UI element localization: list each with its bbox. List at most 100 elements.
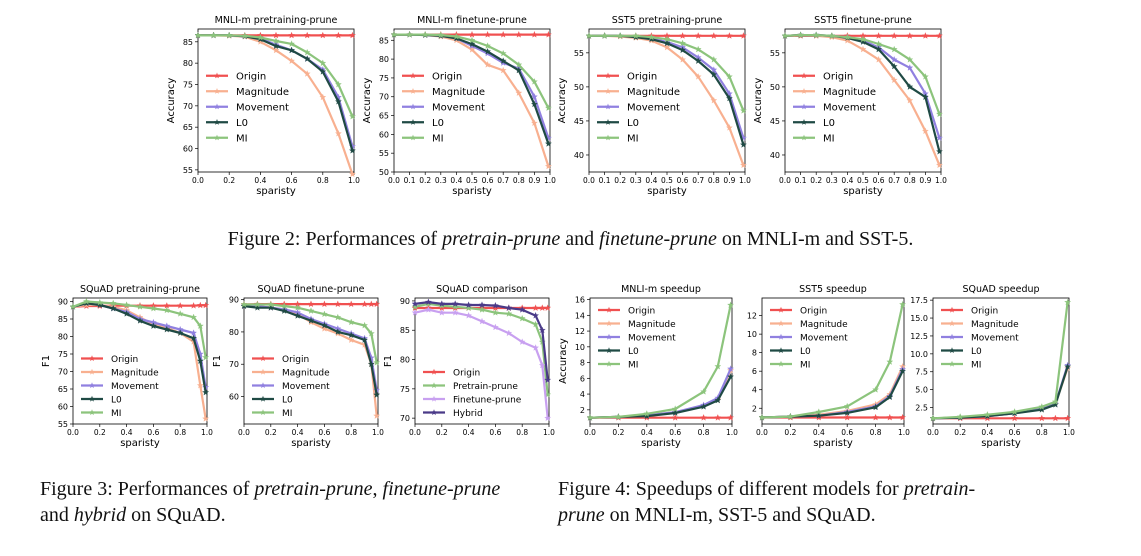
data-point bbox=[727, 414, 734, 421]
data-point bbox=[727, 373, 734, 380]
chart-title: SST5 finetune-prune bbox=[814, 15, 912, 26]
y-tick-label: 60 bbox=[379, 130, 389, 139]
x-tick-label: 0.8 bbox=[345, 428, 357, 437]
legend-entry: Movement bbox=[793, 102, 876, 113]
legend-label: L0 bbox=[111, 396, 122, 406]
chart-title: SST5 speedup bbox=[799, 284, 867, 295]
y-tick-label: 70 bbox=[183, 102, 193, 111]
data-point bbox=[272, 42, 280, 50]
data-point bbox=[267, 300, 275, 308]
legend-label: Magnitude bbox=[432, 87, 485, 98]
data-point bbox=[758, 413, 766, 421]
x-tick-label: 0.2 bbox=[223, 176, 235, 185]
y-axis-label: F1 bbox=[212, 355, 223, 367]
plot-frame bbox=[243, 297, 379, 425]
chart-title: MNLI-m finetune-prune bbox=[417, 15, 527, 26]
data-point bbox=[321, 321, 328, 329]
x-tick-label: 0.5 bbox=[466, 176, 478, 185]
data-point bbox=[739, 161, 747, 169]
x-tick-label: 0.0 bbox=[927, 428, 939, 437]
x-tick-label: 0.0 bbox=[192, 176, 204, 185]
legend-label: Origin bbox=[627, 71, 657, 82]
legend-entry: Finetune-prune bbox=[423, 396, 522, 406]
y-tick-label: 65 bbox=[379, 112, 389, 121]
y-tick-label: 85 bbox=[379, 36, 389, 45]
y-tick-label: 70 bbox=[58, 368, 68, 377]
data-point bbox=[335, 129, 342, 137]
data-point bbox=[531, 78, 538, 85]
x-tick-label: 0.0 bbox=[779, 176, 791, 185]
data-point bbox=[643, 410, 651, 417]
legend-entry: Movement bbox=[598, 334, 676, 344]
data-point bbox=[922, 93, 929, 101]
caption-italic-text: pretrain-prune bbox=[442, 228, 561, 250]
legend-label: Magnitude bbox=[823, 87, 876, 98]
caption-line: Figure 2: Performances of pretrain-prune… bbox=[0, 226, 1141, 252]
data-point bbox=[890, 32, 898, 39]
data-point bbox=[700, 414, 707, 421]
x-tick-label: 1.0 bbox=[898, 428, 910, 437]
x-tick-label: 0.8 bbox=[1036, 428, 1048, 437]
data-point bbox=[69, 303, 77, 310]
data-point bbox=[694, 45, 702, 53]
x-axis-label: sparisty bbox=[843, 186, 883, 197]
y-tick-label: 5.0 bbox=[915, 386, 928, 395]
data-point bbox=[240, 300, 248, 308]
legend-marker bbox=[260, 368, 266, 375]
x-tick-label: 0.0 bbox=[388, 176, 400, 185]
x-tick-label: 0.4 bbox=[641, 428, 653, 437]
legend-entry: Magnitude bbox=[770, 320, 848, 330]
x-tick-label: 1.0 bbox=[935, 176, 947, 185]
legend-marker bbox=[431, 382, 437, 389]
data-point bbox=[518, 314, 526, 322]
x-tick-label: 0.2 bbox=[614, 176, 626, 185]
data-point bbox=[468, 46, 476, 53]
data-point bbox=[935, 134, 943, 141]
data-point bbox=[886, 358, 894, 365]
y-tick-label: 8 bbox=[752, 349, 757, 358]
data-point bbox=[890, 55, 898, 63]
x-tick-label: 0.8 bbox=[317, 176, 329, 185]
data-point bbox=[499, 66, 507, 74]
x-tick-label: 0.6 bbox=[482, 176, 494, 185]
data-point bbox=[843, 413, 851, 421]
legend-marker bbox=[778, 320, 784, 327]
legend-label: Movement bbox=[800, 334, 848, 344]
legend-entry: MI bbox=[206, 133, 248, 144]
data-point bbox=[150, 322, 157, 329]
chart-1: MNLI-m finetune-prune 0.0 0.1 0.2 0.3 0.4 0.5 0… bbox=[362, 15, 556, 197]
legend-marker bbox=[410, 72, 416, 79]
plot-frame bbox=[414, 297, 550, 425]
data-point bbox=[348, 170, 356, 178]
y-tick-label: 10 bbox=[747, 330, 757, 339]
series-mi bbox=[390, 30, 552, 111]
legend-entry: Movement bbox=[402, 102, 485, 113]
x-tick-label: 0.0 bbox=[409, 428, 421, 437]
legend-marker bbox=[89, 355, 95, 362]
x-tick-label: 1.0 bbox=[1063, 428, 1075, 437]
x-tick-label: 0.6 bbox=[318, 428, 330, 437]
legend-entry: MI bbox=[793, 133, 835, 144]
x-tick-label: 0.2 bbox=[954, 428, 966, 437]
y-axis-label: F1 bbox=[41, 355, 52, 367]
y-axis-label: Accuracy bbox=[557, 78, 568, 124]
series-movement bbox=[240, 302, 381, 394]
figure-3-caption: Figure 3: Performances of pretrain-prune… bbox=[40, 476, 500, 528]
data-point bbox=[843, 409, 851, 416]
legend-label: Origin bbox=[282, 355, 309, 365]
data-point bbox=[515, 89, 523, 96]
y-tick-label: 50 bbox=[770, 83, 780, 92]
legend-entry: Movement bbox=[770, 334, 848, 344]
data-point bbox=[294, 304, 301, 311]
y-tick-label: 90 bbox=[400, 297, 410, 306]
x-tick-label: 0.3 bbox=[630, 176, 642, 185]
series-pretrain-prune bbox=[411, 300, 552, 398]
x-tick-label: 0.2 bbox=[265, 428, 277, 437]
legend-entry: Origin bbox=[941, 307, 998, 317]
x-tick-label: 0.8 bbox=[870, 428, 882, 437]
data-point bbox=[544, 30, 552, 38]
series-line bbox=[932, 367, 1069, 420]
chart-3: SST5 finetune-prune 0.0 0.1 0.2 0.3 0.4 0.5 0.6… bbox=[753, 15, 947, 197]
data-point bbox=[484, 61, 491, 68]
data-point bbox=[538, 326, 546, 334]
